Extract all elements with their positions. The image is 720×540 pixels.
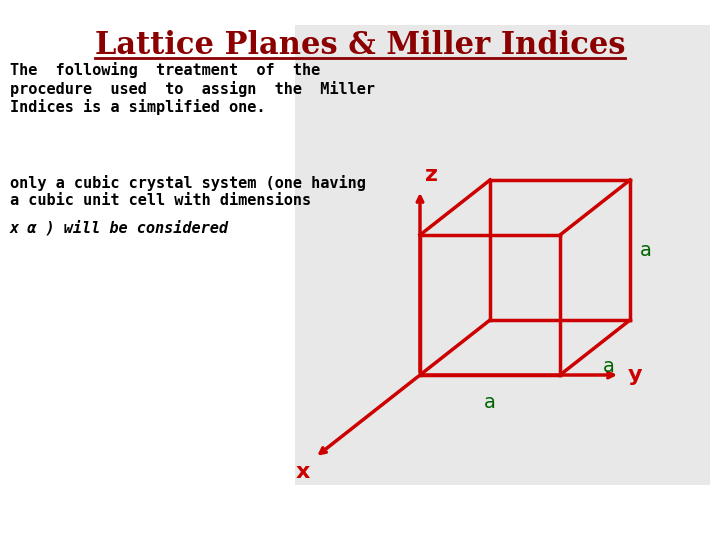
- Text: z: z: [425, 165, 438, 185]
- Text: a: a: [603, 357, 615, 376]
- Text: y: y: [628, 365, 642, 385]
- Text: a: a: [484, 393, 496, 412]
- FancyBboxPatch shape: [295, 25, 710, 485]
- Text: x: x: [296, 462, 310, 483]
- Text: x α ) will be considered: x α ) will be considered: [10, 220, 229, 235]
- Text: Lattice Planes & Miller Indices: Lattice Planes & Miller Indices: [95, 30, 625, 61]
- Text: only a cubic crystal system (one having
a cubic unit cell with dimensions: only a cubic crystal system (one having …: [10, 175, 366, 208]
- Text: a: a: [640, 240, 652, 260]
- Text: The  following  treatment  of  the
procedure  used  to  assign  the  Miller
Indi: The following treatment of the procedure…: [10, 62, 375, 115]
